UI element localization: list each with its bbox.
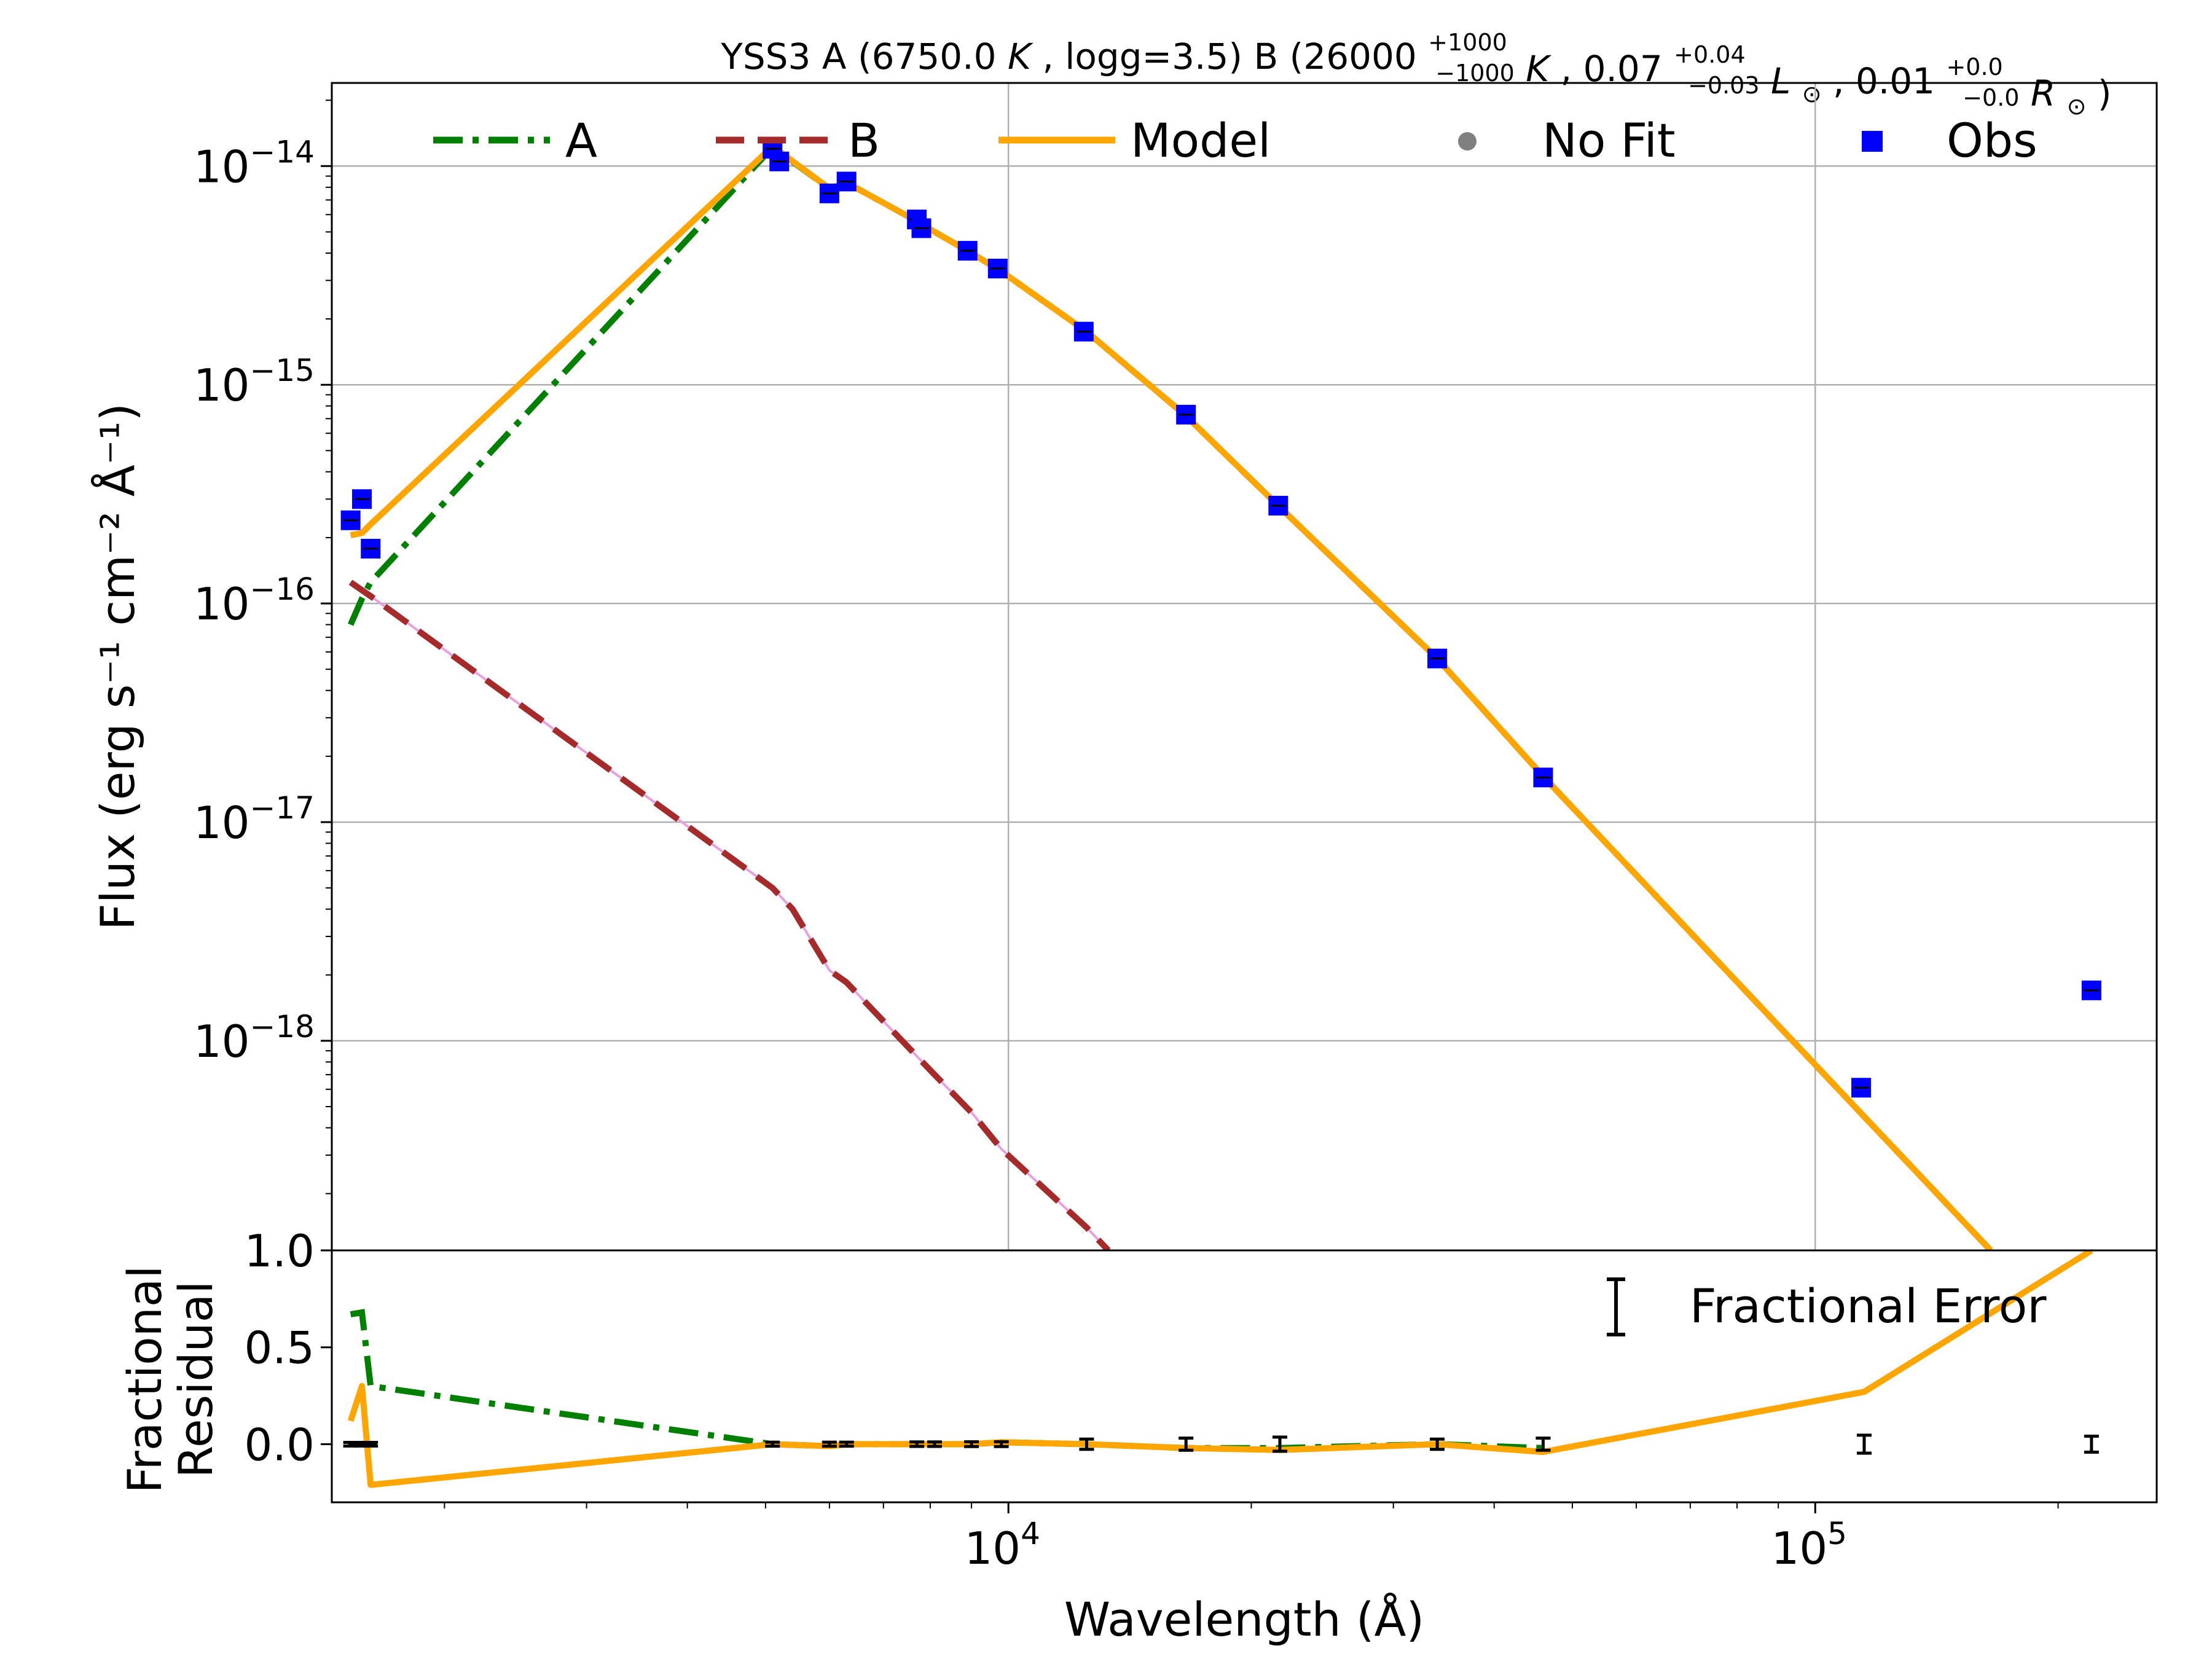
- ytick-label-top-3: 10−17: [194, 790, 315, 849]
- bottom-panel-frame: [331, 1249, 2158, 1504]
- legend-model-label: Model: [1131, 113, 1271, 168]
- residual-errorbar-12: [1272, 1435, 1287, 1453]
- top-panel-series: [348, 143, 1993, 1250]
- residual-errorbar-4: [822, 1440, 837, 1448]
- y-axis-label-top: Flux (erg s⁻¹ cm⁻² Å⁻¹): [90, 403, 145, 930]
- xtick-label-1: 105: [1771, 1516, 1847, 1574]
- ytick-label-bottom-0: 1.0: [244, 1225, 315, 1277]
- legend-a-label: A: [565, 113, 597, 168]
- ticks-layer: 10−14 10−15 10−16 10−17 10−18 1.0 0.5 0.0 104 105: [194, 100, 2059, 1574]
- xtick-label-0: 104: [964, 1516, 1040, 1574]
- chart-title: YSS3 A (6750.0 K , logg=3.5) B (26000 +1…: [720, 17, 2111, 123]
- legend-nofit-marker: [1458, 132, 1477, 151]
- residual-errorbar-14: [1535, 1437, 1551, 1452]
- y-axis-label-bottom-line1: Fractional: [117, 1265, 172, 1493]
- legend-b-label: B: [848, 113, 880, 168]
- legend-nofit-label: No Fit: [1542, 113, 1676, 168]
- ytick-label-top-4: 10−18: [194, 1009, 315, 1067]
- ytick-label-bottom-1: 0.5: [244, 1322, 315, 1374]
- residual-errorbar-11: [1179, 1437, 1194, 1452]
- x-axis-label: Wavelength (Å): [1064, 1592, 1424, 1647]
- series-model-line: [350, 143, 1993, 1250]
- ytick-label-top-0: 10−14: [194, 134, 315, 192]
- residual-errorbar-3: [765, 1440, 780, 1448]
- legend-top: A B Model No Fit Obs: [433, 113, 2037, 168]
- gridlines: [332, 83, 2157, 1250]
- residual-errorbar-6: [909, 1440, 925, 1448]
- residual-errorbar-9: [994, 1440, 1009, 1448]
- series-b-underlay: [350, 581, 1110, 1250]
- residual-errorbar-13: [1430, 1437, 1445, 1451]
- marks-layer: [340, 139, 2101, 1455]
- residual-errorbar-8: [964, 1440, 979, 1448]
- top-panel-frame: [331, 82, 2158, 1252]
- residual-errorbar-5: [839, 1440, 854, 1448]
- residual-a-line: [350, 1309, 1543, 1451]
- legend-error-marker: [1607, 1277, 1625, 1336]
- legend-bottom: Fractional Error: [1607, 1277, 2047, 1336]
- legend-obs-label: Obs: [1947, 113, 2037, 168]
- y-axis-label-bottom-line2: Residual: [168, 1281, 223, 1478]
- series-b-line: [348, 579, 1111, 1250]
- legend-error-label: Fractional Error: [1690, 1279, 2047, 1333]
- residual-errorbar-10: [1079, 1437, 1094, 1451]
- ytick-label-bottom-2: 0.0: [244, 1419, 315, 1470]
- residual-errorbar-15: [1856, 1433, 1872, 1455]
- residual-errorbar-7: [927, 1440, 943, 1448]
- ytick-label-top-2: 10−16: [194, 571, 315, 630]
- legend-obs-marker: [1862, 131, 1883, 152]
- ytick-label-top-1: 10−15: [194, 353, 315, 411]
- residual-errorbar-16: [2084, 1434, 2099, 1454]
